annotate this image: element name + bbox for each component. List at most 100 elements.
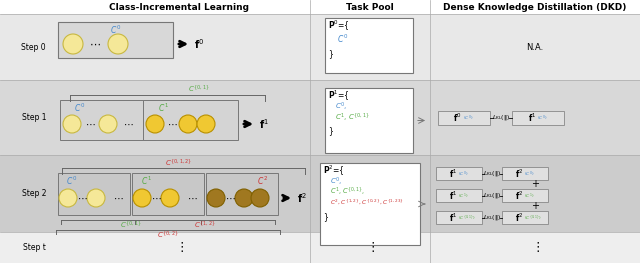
Circle shape — [108, 34, 128, 54]
Text: $C^2$, $C^{\{1,2\}}$, $C^{\{0,2\}}$, $C^{\{1,23\}}$: $C^2$, $C^{\{1,2\}}$, $C^{\{0,2\}}$, $C^… — [330, 198, 404, 206]
Text: $L_{\mathrm{KL}}(\|)$: $L_{\mathrm{KL}}(\|)$ — [483, 213, 501, 222]
Bar — [0, 80, 640, 155]
Text: +: + — [531, 201, 539, 211]
Bar — [0, 232, 640, 263]
Text: $C^0$: $C^0$ — [337, 33, 348, 45]
Text: $C^1$: $C^1$ — [141, 175, 152, 187]
Text: $L_{\mathrm{KL}}(\|)$: $L_{\mathrm{KL}}(\|)$ — [492, 113, 510, 122]
Text: $\mathbf{f}^1$: $\mathbf{f}^1$ — [259, 117, 269, 131]
Text: $_{(C^0)}$: $_{(C^0)}$ — [458, 169, 468, 178]
Text: $C^1$, $C^{\{0,1\}}$,: $C^1$, $C^{\{0,1\}}$, — [330, 186, 365, 198]
Bar — [0, 0, 640, 14]
Text: $\mathbf{f}^{0}$: $\mathbf{f}^{0}$ — [454, 111, 462, 124]
Text: $\cdots$: $\cdots$ — [166, 119, 177, 129]
Text: $\mathbf{f}^{1}$: $\mathbf{f}^{1}$ — [449, 211, 457, 224]
Text: $\vdots$: $\vdots$ — [175, 240, 184, 255]
Text: $\cdots$: $\cdots$ — [84, 119, 95, 129]
Bar — [436, 211, 482, 224]
Text: $\mathbf{P}^0$={: $\mathbf{P}^0$={ — [328, 19, 349, 33]
Text: Class-Incremental Learning: Class-Incremental Learning — [109, 3, 249, 12]
Text: $\cdots$: $\cdots$ — [225, 193, 236, 203]
Text: }: } — [328, 49, 333, 58]
Text: $C^{\{0,1,2\}}$: $C^{\{0,1,2\}}$ — [165, 157, 193, 169]
Bar — [132, 173, 204, 215]
Text: $C^0$: $C^0$ — [110, 24, 121, 36]
Text: Step 2: Step 2 — [22, 189, 46, 198]
Text: $\mathbf{f}^{1}$: $\mathbf{f}^{1}$ — [449, 167, 457, 180]
Text: +: + — [531, 179, 539, 189]
Circle shape — [63, 34, 83, 54]
Bar — [325, 88, 413, 153]
Bar — [502, 211, 548, 224]
Text: $\cdots$: $\cdots$ — [187, 193, 197, 203]
Text: }: } — [328, 127, 333, 135]
Text: $\mathbf{f}^{2}$: $\mathbf{f}^{2}$ — [515, 167, 523, 180]
Text: $\mathbf{f}^{1}$: $\mathbf{f}^{1}$ — [528, 111, 536, 124]
Text: $C^0$,: $C^0$, — [330, 176, 342, 188]
Circle shape — [63, 115, 81, 133]
Text: Step 0: Step 0 — [21, 43, 46, 52]
Circle shape — [161, 189, 179, 207]
Text: $\mathbf{P}^2$={: $\mathbf{P}^2$={ — [323, 164, 345, 178]
Text: $C^0$: $C^0$ — [74, 102, 86, 114]
Text: $_{(C^0)}$: $_{(C^0)}$ — [463, 113, 474, 122]
Text: $\mathbf{f}^{2}$: $\mathbf{f}^{2}$ — [515, 211, 523, 224]
Text: $\cdots$: $\cdots$ — [77, 193, 87, 203]
Text: $_{(C^1)}$: $_{(C^1)}$ — [458, 191, 468, 200]
Bar — [58, 173, 130, 215]
Circle shape — [133, 189, 151, 207]
Bar — [436, 167, 482, 180]
Bar — [438, 110, 490, 124]
Text: $\mathbf{P}^1$={: $\mathbf{P}^1$={ — [328, 89, 349, 103]
Text: $C^0$: $C^0$ — [67, 175, 77, 187]
Text: Step t: Step t — [23, 243, 46, 252]
Bar — [502, 189, 548, 202]
Circle shape — [59, 189, 77, 207]
Circle shape — [207, 189, 225, 207]
Text: $_{(C^{\{0,1\}})}$: $_{(C^{\{0,1\}})}$ — [524, 213, 542, 222]
Text: $C^0$,: $C^0$, — [335, 101, 348, 113]
Text: $\cdots$: $\cdots$ — [150, 193, 161, 203]
Text: $C^{\{0,2\}}$: $C^{\{0,2\}}$ — [157, 229, 179, 241]
Text: $\mathbf{f}^{2}$: $\mathbf{f}^{2}$ — [515, 189, 523, 202]
Circle shape — [179, 115, 197, 133]
Bar — [502, 167, 548, 180]
Text: $_{(C^0)}$: $_{(C^0)}$ — [524, 169, 534, 178]
Circle shape — [197, 115, 215, 133]
Text: $C^1$: $C^1$ — [157, 102, 168, 114]
Bar — [206, 173, 278, 215]
Circle shape — [146, 115, 164, 133]
Bar — [60, 100, 155, 140]
Text: $C^1$, $C^{\{0,1\}}$: $C^1$, $C^{\{0,1\}}$ — [335, 112, 370, 124]
Bar — [512, 110, 564, 124]
Text: }: } — [323, 213, 328, 221]
Bar — [0, 155, 640, 232]
Bar — [436, 189, 482, 202]
Circle shape — [99, 115, 117, 133]
Text: $\mathbf{f}^{1}$: $\mathbf{f}^{1}$ — [449, 189, 457, 202]
Text: $L_{\mathrm{KL}}(\|)$: $L_{\mathrm{KL}}(\|)$ — [483, 191, 501, 200]
Text: $\vdots$: $\vdots$ — [365, 240, 374, 255]
Bar — [320, 163, 420, 245]
Text: $\cdots$: $\cdots$ — [89, 39, 101, 49]
Text: Dense Knowledge Distillation (DKD): Dense Knowledge Distillation (DKD) — [444, 3, 627, 12]
Text: $L_{\mathrm{KL}}(\|)$: $L_{\mathrm{KL}}(\|)$ — [483, 169, 501, 178]
Text: $\cdots$: $\cdots$ — [123, 119, 133, 129]
Text: Step 1: Step 1 — [22, 113, 46, 122]
Bar — [325, 18, 413, 73]
Text: Task Pool: Task Pool — [346, 3, 394, 12]
Text: $_{(C^{\{0,1\}})}$: $_{(C^{\{0,1\}})}$ — [458, 213, 476, 222]
Text: $_{(C^0)}$: $_{(C^0)}$ — [537, 113, 547, 122]
Bar — [0, 14, 640, 80]
Text: $\mathbf{f}^0$: $\mathbf{f}^0$ — [194, 37, 204, 51]
Text: $C^{\{0,1\}}$: $C^{\{0,1\}}$ — [120, 219, 142, 231]
Text: N.A.: N.A. — [526, 43, 543, 52]
Text: $C^{\{1,2\}}$: $C^{\{1,2\}}$ — [194, 219, 216, 231]
Bar — [143, 100, 238, 140]
Text: $\cdots$: $\cdots$ — [113, 193, 124, 203]
Text: $C^2$: $C^2$ — [257, 175, 268, 187]
Text: $\mathbf{f}^2$: $\mathbf{f}^2$ — [297, 191, 307, 205]
Circle shape — [87, 189, 105, 207]
Text: $C^{\{0,1\}}$: $C^{\{0,1\}}$ — [188, 83, 210, 95]
Circle shape — [235, 189, 253, 207]
